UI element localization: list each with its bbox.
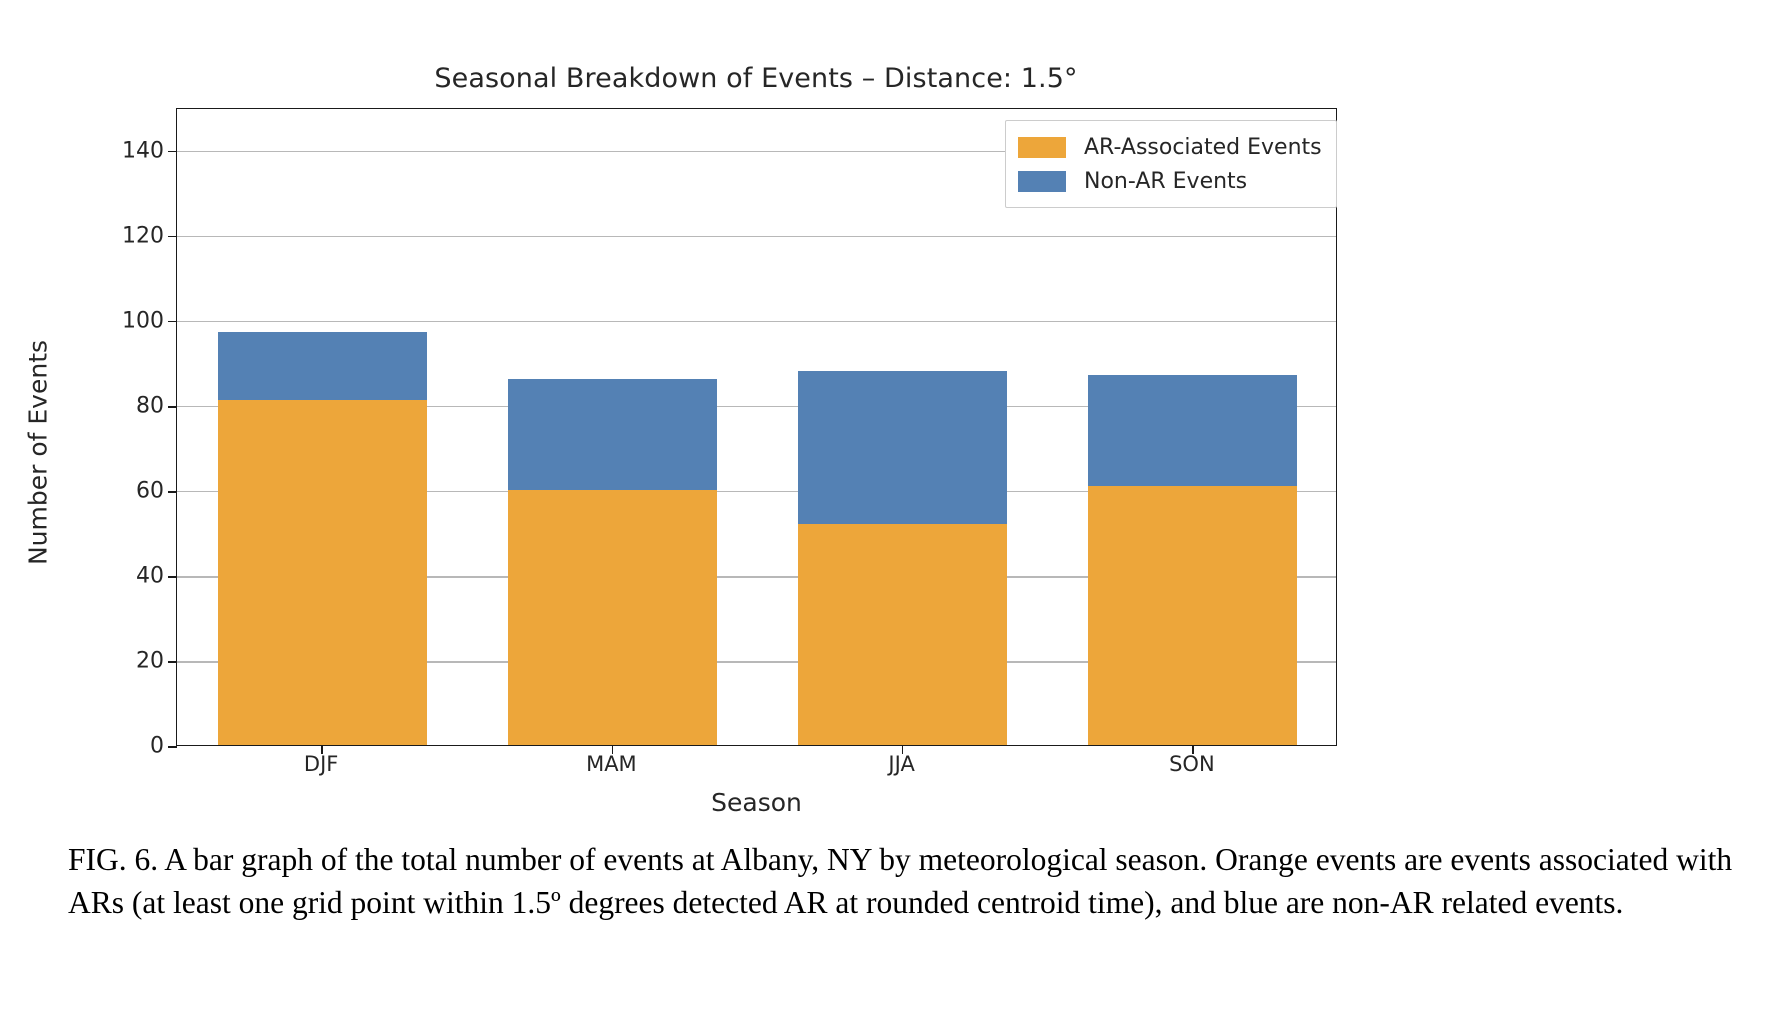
gridline	[177, 576, 1336, 578]
legend-swatch-icon	[1018, 136, 1066, 158]
y-axis-tick-label: 100	[122, 308, 164, 334]
bar-group	[1088, 107, 1298, 745]
y-axis-label: Number of Events	[23, 339, 53, 566]
y-axis-tick-mark	[168, 405, 177, 408]
bar-group	[507, 107, 717, 745]
y-axis-tick-mark	[168, 661, 177, 663]
x-axis-tick-label: JJA	[888, 752, 915, 776]
legend-item: Non-AR Events	[1018, 164, 1322, 198]
y-axis-tick-labels: 0 20 40 60 80 100 120 140	[96, 108, 164, 758]
gridline	[177, 491, 1336, 493]
y-axis-tick-mark	[168, 746, 177, 748]
y-axis-tick-mark	[168, 491, 177, 493]
plot-inner	[168, 107, 1336, 754]
bar-segment	[798, 523, 1008, 745]
x-axis-tick-mark	[901, 745, 904, 754]
x-axis-tick-mark	[1192, 745, 1194, 754]
bar-segment	[217, 400, 427, 745]
bar-segment	[217, 332, 427, 401]
gridline	[177, 661, 1336, 663]
x-axis-tick-label: MAM	[586, 752, 637, 776]
plot-area	[168, 107, 1337, 754]
legend-swatch-icon	[1018, 170, 1066, 192]
y-axis-tick-label: 80	[136, 393, 164, 419]
bar-segment	[1088, 374, 1298, 486]
gridline	[177, 320, 1336, 323]
gridline	[177, 406, 1336, 408]
y-axis-label-wrapper: Number of Events	[0, 108, 53, 746]
bar-group	[798, 107, 1008, 745]
legend-item: AR-Associated Events	[1018, 130, 1322, 164]
y-axis-tick-mark	[168, 150, 177, 153]
x-axis-tick-label: DJF	[303, 752, 339, 776]
legend-item-label: Non-AR Events	[1084, 168, 1248, 194]
bar-segment	[507, 379, 717, 490]
y-axis-tick-mark	[168, 576, 177, 578]
bar-segment	[1088, 485, 1298, 745]
bar-segment	[798, 370, 1008, 524]
figure-caption: FIG. 6. A bar graph of the total number …	[68, 842, 1733, 921]
gridline	[177, 235, 1336, 238]
bar-segment	[507, 489, 717, 745]
y-axis-tick-label: 120	[122, 223, 164, 249]
figure-bar-chart: Seasonal Breakdown of Events – Distance:…	[0, 63, 1337, 817]
x-axis-tick-labels: DJF MAM JJA SON	[176, 752, 1337, 784]
x-axis-tick-mark	[611, 745, 614, 754]
legend-item-label: AR-Associated Events	[1084, 134, 1322, 160]
y-axis-tick-label: 40	[136, 563, 164, 589]
bar-group	[217, 107, 427, 745]
x-axis-label: Season	[711, 788, 802, 817]
y-axis-tick-mark	[168, 235, 177, 238]
y-axis-tick-mark	[168, 320, 177, 323]
gridline	[177, 150, 1336, 153]
y-axis-tick-label: 60	[136, 478, 164, 504]
x-axis-tick-label: SON	[1169, 752, 1215, 776]
y-axis-tick-label: 0	[150, 733, 164, 759]
x-axis-tick-mark	[321, 745, 323, 754]
chart-title: Seasonal Breakdown of Events – Distance:…	[434, 63, 1078, 94]
chart-legend: AR-Associated Events Non-AR Events	[1005, 120, 1337, 208]
y-axis-tick-label: 20	[136, 648, 164, 674]
y-axis-tick-label: 140	[122, 138, 164, 164]
